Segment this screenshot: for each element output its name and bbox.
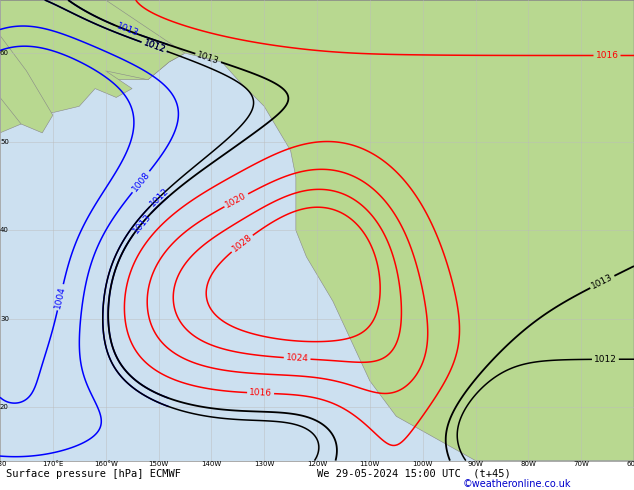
Text: 140W: 140W: [201, 461, 221, 466]
Polygon shape: [0, 35, 53, 133]
Text: 40: 40: [0, 227, 9, 233]
Text: 1012: 1012: [142, 39, 166, 55]
Text: We 29-05-2024 15:00 UTC  (t+45): We 29-05-2024 15:00 UTC (t+45): [317, 469, 511, 479]
Text: 120W: 120W: [307, 461, 327, 466]
Text: 1013: 1013: [131, 212, 153, 235]
Text: 70W: 70W: [573, 461, 589, 466]
Text: 170°E: 170°E: [42, 461, 63, 466]
Text: ©weatheronline.co.uk: ©weatheronline.co.uk: [463, 479, 571, 489]
Text: 1016: 1016: [249, 388, 272, 398]
Text: 1004: 1004: [53, 285, 67, 309]
Text: 1013: 1013: [115, 22, 139, 39]
Text: 1028: 1028: [230, 233, 254, 254]
Text: 150W: 150W: [148, 461, 169, 466]
Text: 1008: 1008: [130, 170, 152, 194]
Text: 1013: 1013: [590, 273, 614, 291]
Text: 130W: 130W: [254, 461, 275, 466]
Text: 90W: 90W: [467, 461, 484, 466]
Text: 1012: 1012: [142, 39, 166, 55]
Text: 1020: 1020: [224, 191, 249, 210]
Polygon shape: [0, 0, 634, 461]
Text: 1012: 1012: [148, 186, 171, 208]
Text: 60: 60: [0, 50, 9, 56]
Text: 160°W: 160°W: [94, 461, 117, 466]
Text: 1024: 1024: [285, 353, 309, 364]
Text: 180: 180: [0, 461, 7, 466]
Text: 60W: 60W: [626, 461, 634, 466]
Text: 20: 20: [0, 404, 9, 411]
Text: 80W: 80W: [521, 461, 536, 466]
Text: Surface pressure [hPa] ECMWF: Surface pressure [hPa] ECMWF: [6, 469, 181, 479]
Text: 50: 50: [0, 139, 9, 145]
Polygon shape: [0, 0, 185, 133]
Text: 1012: 1012: [594, 355, 617, 364]
Text: 110W: 110W: [359, 461, 380, 466]
Text: 1016: 1016: [595, 51, 619, 60]
Text: 100W: 100W: [413, 461, 433, 466]
Text: 30: 30: [0, 316, 9, 322]
Text: 1013: 1013: [196, 50, 221, 66]
